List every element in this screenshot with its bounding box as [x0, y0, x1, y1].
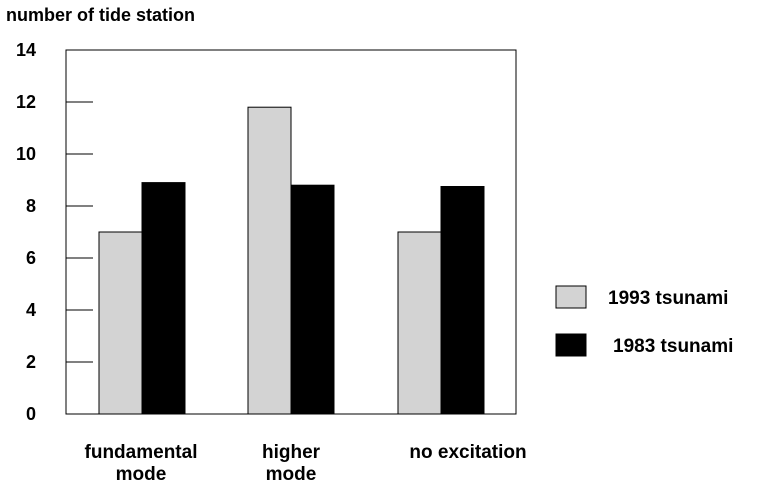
bar	[440, 186, 485, 415]
category-label: no excitation	[409, 442, 526, 463]
legend-swatch	[555, 285, 587, 309]
bar	[98, 231, 143, 415]
y-tick-label: 6	[26, 248, 36, 268]
y-tick-label: 2	[26, 352, 36, 372]
category-label: higher	[262, 442, 321, 463]
y-tick-label: 12	[16, 92, 36, 112]
y-tick-label: 4	[26, 300, 36, 320]
bar	[141, 182, 186, 415]
y-axis-ticks: 0 2 4 6 8 10 12 14	[16, 40, 93, 424]
y-axis-label: number of tide station	[6, 5, 195, 25]
legend-label: 1993 tsunami	[608, 288, 728, 309]
y-tick-label: 10	[16, 144, 36, 164]
category-label: fundamental	[85, 442, 198, 463]
y-tick-label: 8	[26, 196, 36, 216]
legend-swatch	[555, 333, 587, 357]
category-label: mode	[266, 464, 317, 485]
category-label: mode	[116, 464, 167, 485]
y-tick-label: 14	[16, 40, 36, 60]
bars	[98, 106, 485, 415]
bar	[247, 106, 292, 415]
legend-label: 1983 tsunami	[613, 336, 733, 357]
bar	[290, 184, 335, 415]
y-tick-label: 0	[26, 404, 36, 424]
legend: 1993 tsunami 1983 tsunami	[555, 285, 733, 357]
bar	[397, 231, 442, 415]
